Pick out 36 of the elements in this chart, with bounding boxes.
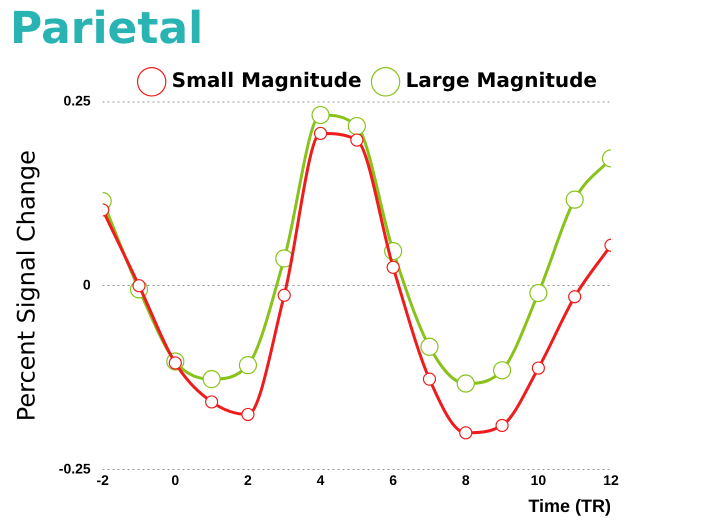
x-tick-label: 12 — [603, 472, 619, 488]
point — [492, 361, 512, 380]
point — [205, 395, 218, 409]
point — [420, 338, 439, 356]
x-tick-label: 2 — [244, 472, 252, 488]
point — [202, 370, 221, 388]
legend-label: Large Magnitude — [406, 68, 597, 92]
legend-label: Small Magnitude — [172, 68, 362, 92]
point — [529, 284, 548, 302]
point — [241, 408, 255, 422]
x-tick-label: 4 — [316, 472, 325, 488]
x-tick-label: -2 — [96, 472, 110, 488]
x-tick-label: 6 — [389, 472, 398, 488]
y-tick-label: -0.25 — [58, 460, 91, 476]
point — [459, 426, 472, 440]
point — [350, 133, 364, 147]
point — [456, 374, 475, 393]
point — [532, 361, 545, 375]
y-tick-label: 0 — [82, 276, 91, 293]
point — [568, 290, 582, 304]
point — [386, 260, 400, 274]
x-tick-label: 8 — [462, 472, 470, 488]
y-tick-label: 0.25 — [63, 92, 91, 109]
point — [238, 356, 258, 374]
point — [495, 418, 509, 432]
chart-title: Parietal — [10, 2, 204, 54]
y-axis-title: Percent Signal Change — [12, 150, 41, 422]
x-tick-label: 10 — [530, 472, 546, 488]
point — [314, 126, 328, 140]
x-tick-label: 0 — [171, 472, 180, 488]
point — [566, 190, 584, 209]
point — [422, 372, 436, 386]
x-axis-title: Time (TR) — [528, 496, 612, 516]
point — [278, 288, 291, 302]
point — [348, 116, 366, 136]
point — [311, 106, 330, 124]
